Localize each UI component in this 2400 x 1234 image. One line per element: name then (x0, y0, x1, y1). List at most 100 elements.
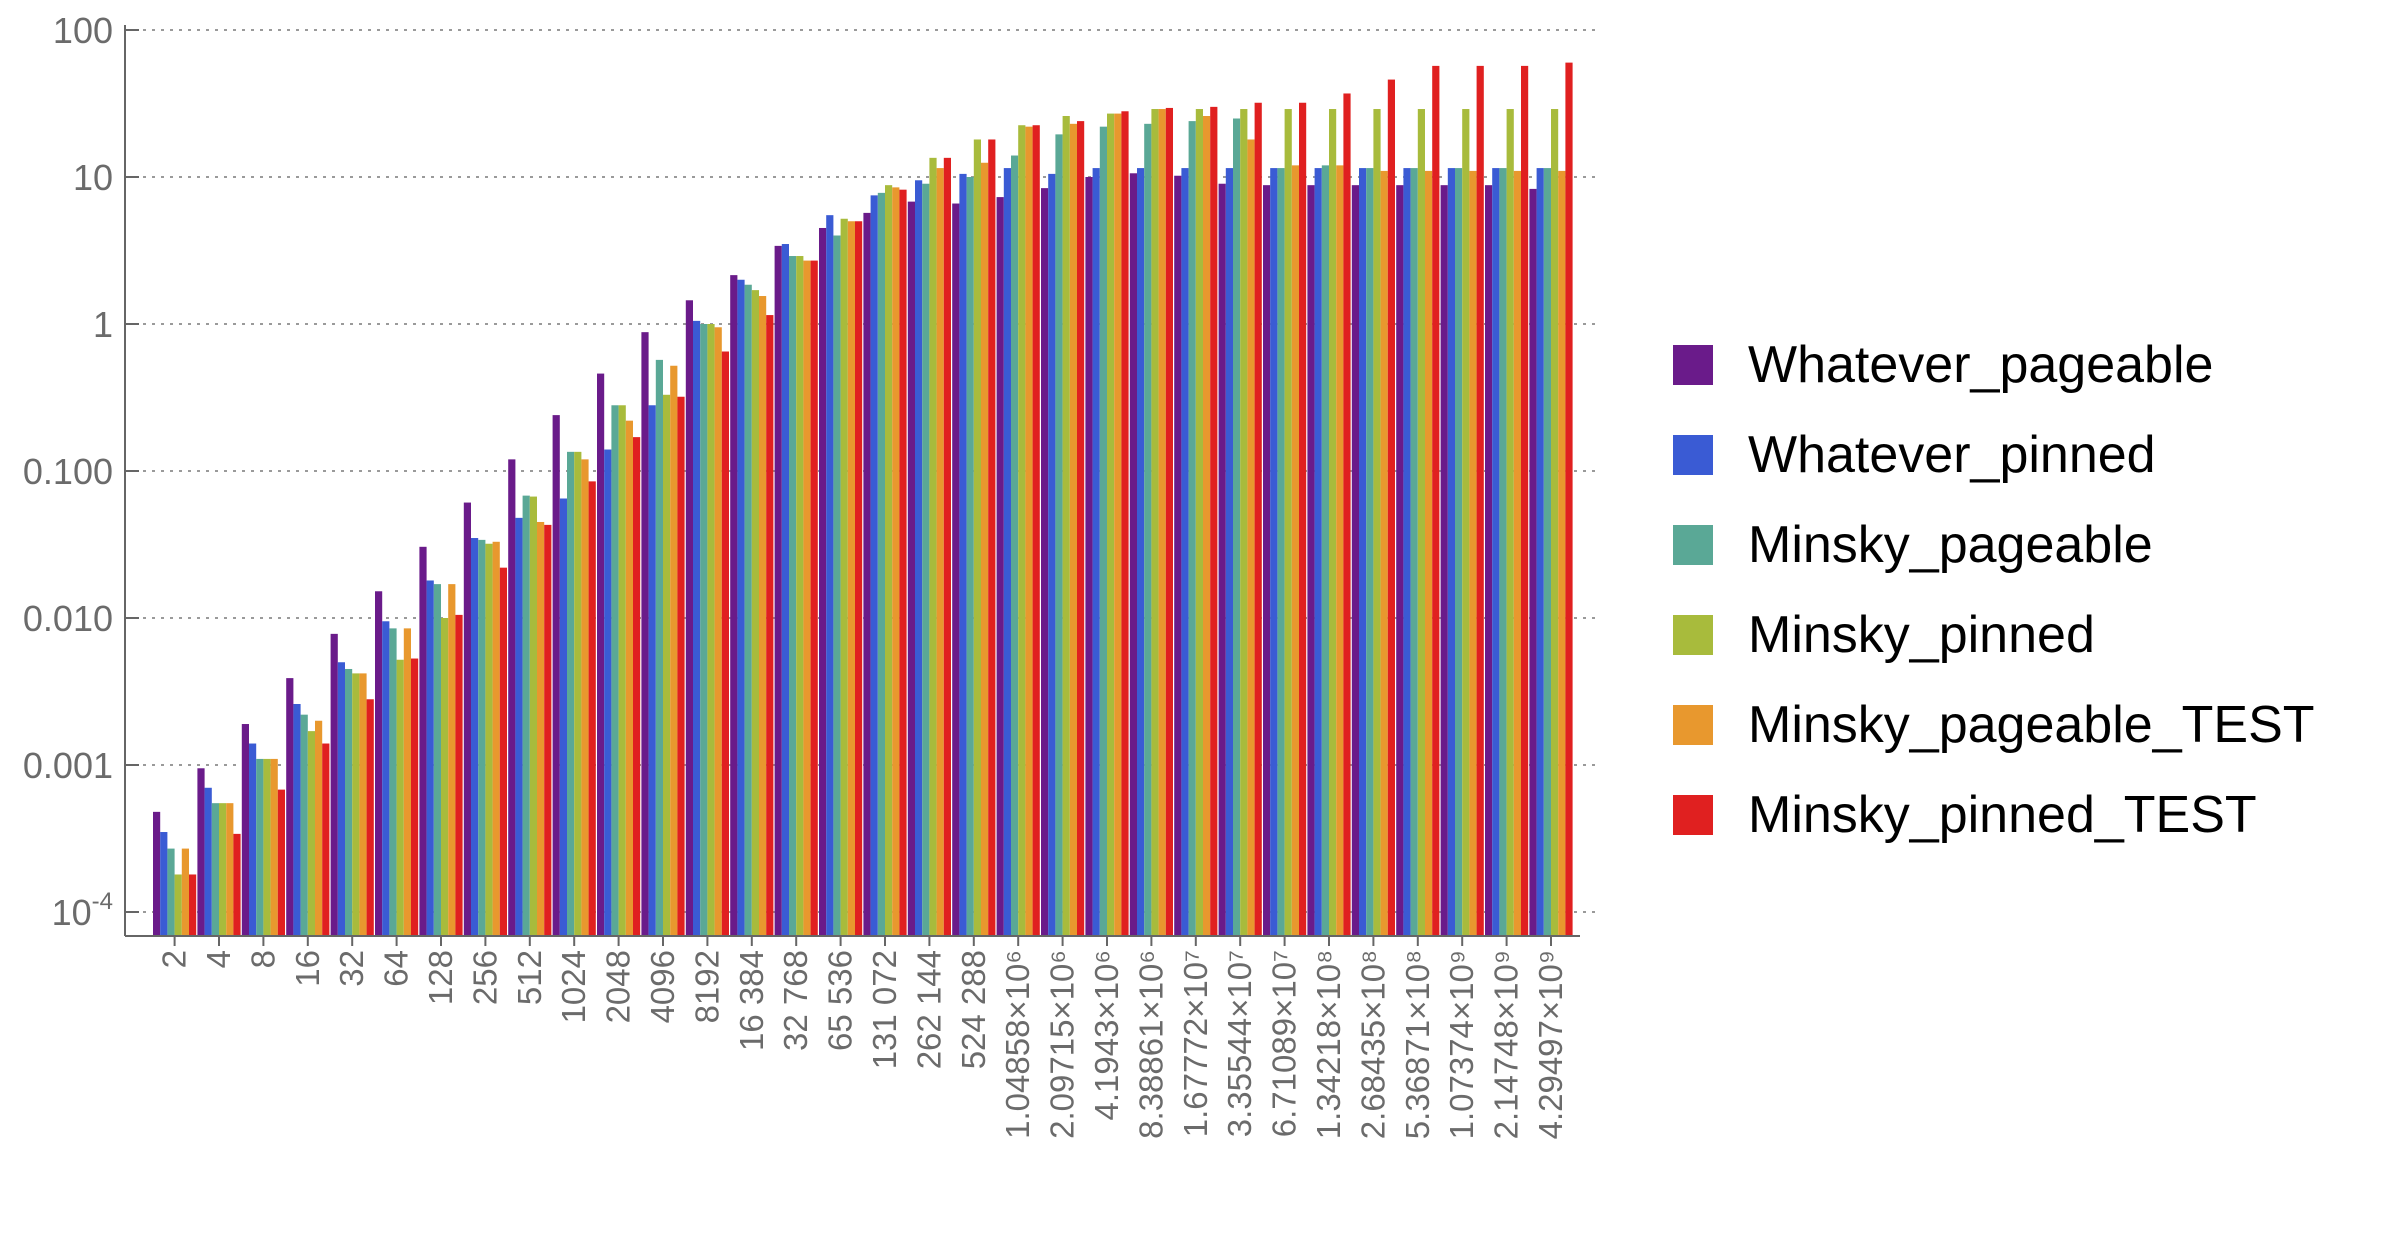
bar-whatever-pinned-0 (160, 832, 168, 936)
bar-minsky-pageable-test-2 (270, 758, 278, 936)
x-tick-label: 16 (289, 950, 326, 987)
y-tick-label: 0.010 (23, 598, 113, 639)
legend-swatch (1673, 705, 1713, 745)
bar-minsky-pinned-7 (485, 543, 493, 936)
legend-label: Minsky_pinned_TEST (1748, 786, 2257, 844)
bar-minsky-pageable-test-25 (1291, 165, 1299, 936)
bar-whatever-pinned-15 (826, 215, 834, 936)
bar-whatever-pinned-2 (249, 743, 257, 936)
bar-minsky-pageable-test-30 (1513, 170, 1521, 936)
bar-minsky-pageable-20 (1055, 134, 1063, 936)
bar-minsky-pinned-test-20 (1077, 121, 1085, 936)
y-tick-label: 1 (93, 304, 113, 345)
legend-swatch (1673, 345, 1713, 385)
legend-swatch (1673, 795, 1713, 835)
x-tick-label: 256 (466, 950, 503, 1005)
x-tick-label: 3.35544×10⁷ (1221, 950, 1258, 1137)
x-tick-label: 2048 (600, 950, 637, 1023)
bar-minsky-pageable-test-7 (492, 541, 500, 936)
bar-minsky-pinned-3 (307, 731, 315, 936)
bar-minsky-pinned-30 (1506, 109, 1514, 937)
bar-minsky-pageable-28 (1410, 168, 1418, 937)
bar-minsky-pageable-test-10 (625, 420, 633, 936)
bar-minsky-pinned-4 (352, 673, 360, 936)
bar-minsky-pinned-test-24 (1254, 102, 1262, 937)
bar-minsky-pinned-test-21 (1121, 111, 1129, 937)
bar-whatever-pageable-15 (819, 227, 827, 936)
bar-whatever-pageable-28 (1396, 185, 1404, 937)
bar-whatever-pageable-6 (419, 546, 427, 936)
bar-minsky-pageable-1 (211, 803, 219, 936)
bar-minsky-pageable-test-23 (1203, 115, 1211, 937)
bar-minsky-pageable-30 (1499, 168, 1507, 937)
bar-minsky-pageable-16 (877, 192, 885, 937)
bar-minsky-pageable-test-28 (1425, 170, 1433, 936)
bar-minsky-pinned-14 (796, 256, 804, 937)
bar-minsky-pinned-16 (885, 185, 893, 937)
bar-minsky-pinned-5 (396, 659, 404, 936)
bar-minsky-pinned-test-19 (1032, 125, 1040, 936)
bar-whatever-pageable-5 (375, 591, 383, 936)
x-tick-label: 2.68435×10⁸ (1354, 950, 1391, 1139)
bar-whatever-pinned-29 (1447, 168, 1455, 937)
bar-minsky-pageable-14 (789, 256, 797, 937)
bar-minsky-pageable-24 (1233, 118, 1241, 937)
bar-whatever-pageable-19 (996, 197, 1004, 936)
bar-minsky-pageable-test-3 (315, 720, 323, 936)
bar-minsky-pinned-17 (929, 157, 937, 936)
bar-minsky-pageable-test-8 (537, 521, 545, 936)
bar-whatever-pageable-27 (1351, 185, 1359, 937)
bar-whatever-pinned-26 (1314, 168, 1322, 937)
x-tick-label: 524 288 (955, 950, 992, 1069)
bar-whatever-pinned-17 (915, 180, 923, 936)
bar-whatever-pinned-1 (204, 787, 212, 936)
bar-minsky-pinned-8 (529, 496, 537, 936)
bar-minsky-pageable-11 (655, 359, 663, 937)
x-tick-label: 8192 (688, 950, 725, 1023)
y-tick-label-text: 0.001 (23, 745, 113, 786)
bar-whatever-pinned-23 (1181, 168, 1189, 937)
bar-minsky-pageable-25 (1277, 168, 1285, 937)
bar-minsky-pageable-test-17 (936, 168, 944, 937)
bar-minsky-pageable-23 (1188, 121, 1196, 936)
bar-whatever-pageable-3 (286, 678, 294, 936)
x-tick-label: 4 (200, 950, 237, 968)
bar-minsky-pageable-5 (389, 628, 397, 936)
bar-whatever-pinned-21 (1092, 168, 1100, 937)
bar-minsky-pinned-10 (618, 405, 626, 936)
bar-minsky-pinned-test-26 (1343, 93, 1351, 936)
bar-whatever-pinned-13 (737, 279, 745, 936)
bar-whatever-pinned-28 (1403, 168, 1411, 937)
bar-minsky-pinned-22 (1151, 109, 1159, 937)
bar-minsky-pinned-15 (840, 218, 848, 937)
bar-minsky-pinned-31 (1551, 109, 1559, 937)
bar-minsky-pageable-7 (478, 539, 486, 936)
bar-minsky-pageable-test-29 (1469, 170, 1477, 936)
y-tick-label-text: 100 (53, 10, 113, 51)
bar-whatever-pageable-30 (1485, 185, 1493, 937)
bar-whatever-pageable-24 (1218, 183, 1226, 937)
y-tick-label-exponent: -4 (92, 888, 113, 915)
bar-whatever-pageable-12 (685, 300, 693, 936)
bar-whatever-pageable-4 (330, 633, 338, 936)
x-tick-label: 1.07374×10⁹ (1443, 950, 1480, 1139)
bar-minsky-pageable-31 (1543, 168, 1551, 937)
x-tick-label: 128 (422, 950, 459, 1005)
y-tick-label: 10-4 (52, 888, 113, 933)
bar-minsky-pageable-19 (1011, 155, 1019, 937)
bar-minsky-pinned-24 (1240, 109, 1248, 937)
bar-minsky-pinned-test-3 (322, 743, 330, 936)
y-tick-label-text: 10 (52, 892, 92, 933)
bar-minsky-pinned-25 (1284, 109, 1292, 937)
bar-minsky-pageable-15 (833, 235, 841, 936)
x-tick-label: 32 768 (777, 950, 814, 1051)
bar-whatever-pageable-31 (1529, 188, 1537, 937)
bar-whatever-pinned-20 (1048, 173, 1056, 936)
x-tick-label: 64 (378, 950, 415, 987)
bar-minsky-pageable-2 (256, 758, 264, 936)
bar-minsky-pinned-test-13 (766, 315, 774, 937)
bar-whatever-pageable-23 (1174, 175, 1182, 936)
x-tick-labels: 2 4 8 16 32 64 128 256 512 1024 2048 4096 8192 16 384… (156, 950, 1569, 1139)
x-tick-label: 131 072 (866, 950, 903, 1069)
